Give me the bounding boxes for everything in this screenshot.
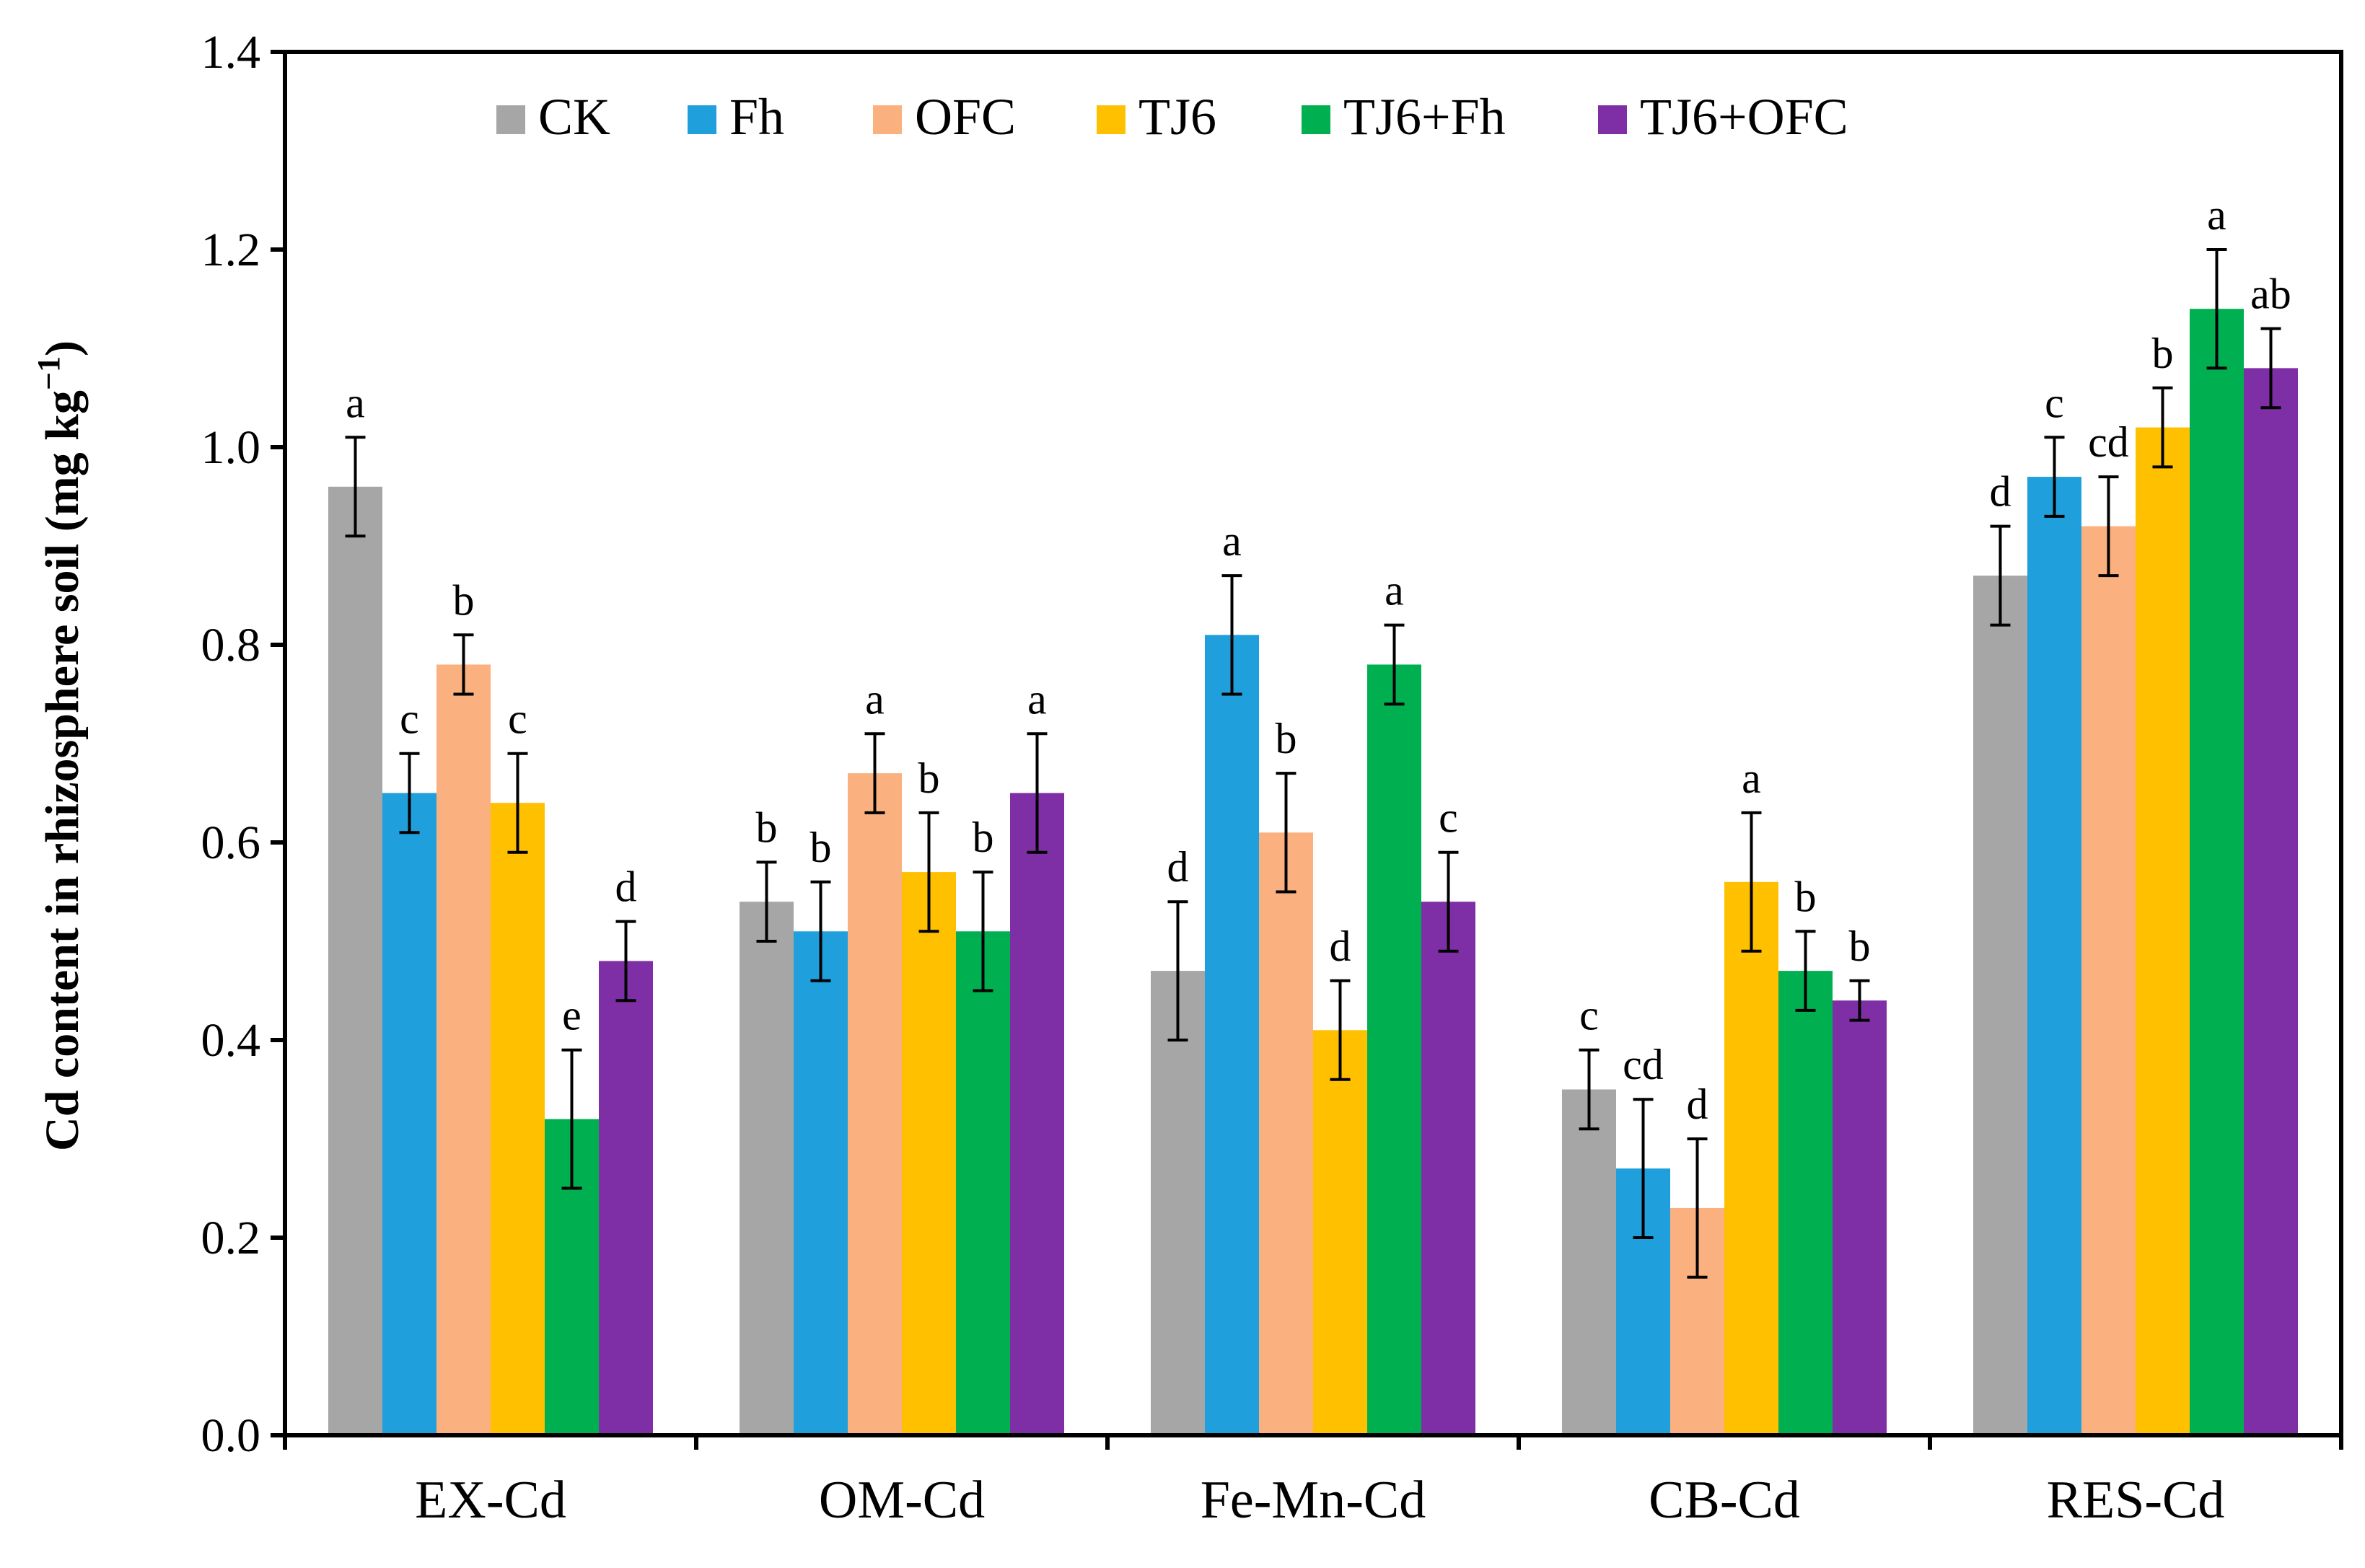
significance-label-EX-Cd-TJ6: c <box>508 695 527 743</box>
significance-label-CB-Cd-TJ6: a <box>1742 754 1761 802</box>
y-tick-label-5: 1.0 <box>201 421 261 474</box>
y-axis-label: Cd content in rhizosphere soil (mg kg−1) <box>31 340 89 1151</box>
bar-Fe-Mn-Cd-CK <box>1151 971 1205 1435</box>
significance-label-OM-Cd-CK: b <box>756 803 778 851</box>
bar-OM-Cd-Fh <box>794 931 848 1435</box>
y-tick-label-6: 1.2 <box>201 224 261 276</box>
y-tick-label-0: 0.0 <box>201 1409 261 1462</box>
bar-EX-Cd-OFC <box>436 664 491 1435</box>
bar-RES-Cd-TJ6+Fh <box>2190 309 2244 1436</box>
significance-label-Fe-Mn-Cd-CK: d <box>1167 843 1189 891</box>
bar-CB-Cd-CK <box>1562 1089 1616 1435</box>
significance-label-Fe-Mn-Cd-TJ6+OFC: c <box>1439 794 1458 842</box>
bar-Fe-Mn-Cd-OFC <box>1259 832 1313 1435</box>
significance-label-OM-Cd-TJ6: b <box>918 754 940 802</box>
x-category-label-CB-Cd: CB-Cd <box>1649 1471 1800 1530</box>
legend-label-TJ6+OFC: TJ6+OFC <box>1640 88 1848 146</box>
bar-RES-Cd-CK <box>1973 576 2027 1435</box>
significance-label-RES-Cd-TJ6: b <box>2152 330 2174 377</box>
significance-label-RES-Cd-OFC: cd <box>2088 418 2129 466</box>
significance-label-OM-Cd-Fh: b <box>810 824 832 871</box>
x-category-label-OM-Cd: OM-Cd <box>819 1471 985 1530</box>
significance-label-CB-Cd-TJ6+Fh: b <box>1795 873 1817 920</box>
bar-EX-Cd-Fh <box>382 793 436 1435</box>
significance-label-RES-Cd-TJ6+Fh: a <box>2207 191 2226 239</box>
error-bars-group <box>345 248 2281 1279</box>
legend-swatch-TJ6 <box>1097 105 1126 134</box>
plot-frame <box>283 50 2343 1437</box>
y-tick-label-7: 1.4 <box>201 26 261 79</box>
bar-Fe-Mn-Cd-TJ6+Fh <box>1367 664 1421 1435</box>
bar-OM-Cd-CK <box>740 902 794 1435</box>
bar-Fe-Mn-Cd-TJ6+OFC <box>1421 902 1475 1435</box>
significance-label-EX-Cd-TJ6+OFC: d <box>615 863 637 911</box>
bar-OM-Cd-TJ6+Fh <box>956 931 1010 1435</box>
significance-label-RES-Cd-CK: d <box>1990 468 2011 516</box>
bar-EX-Cd-CK <box>328 486 382 1435</box>
y-tick-label-2: 0.4 <box>201 1014 261 1067</box>
bar-EX-Cd-TJ6 <box>491 803 545 1435</box>
legend-swatch-OFC <box>873 105 902 134</box>
bar-OM-Cd-TJ6+OFC <box>1010 793 1064 1435</box>
legend-label-TJ6: TJ6 <box>1138 88 1216 146</box>
significance-label-OM-Cd-TJ6+OFC: a <box>1027 675 1047 723</box>
bar-RES-Cd-OFC <box>2081 526 2136 1435</box>
bar-RES-Cd-TJ6+OFC <box>2244 368 2298 1435</box>
bar-RES-Cd-Fh <box>2027 477 2081 1435</box>
significance-label-EX-Cd-OFC: b <box>453 576 475 624</box>
x-category-label-Fe-Mn-Cd: Fe-Mn-Cd <box>1201 1471 1426 1530</box>
bar-Fe-Mn-Cd-TJ6 <box>1313 1030 1367 1435</box>
legend-label-TJ6+Fh: TJ6+Fh <box>1343 88 1506 146</box>
bar-CB-Cd-TJ6 <box>1724 881 1778 1435</box>
significance-label-CB-Cd-TJ6+OFC: b <box>1849 922 1871 970</box>
legend-label-CK: CK <box>538 88 610 146</box>
significance-label-CB-Cd-CK: c <box>1579 992 1599 1039</box>
bar-Fe-Mn-Cd-Fh <box>1205 635 1259 1435</box>
legend-swatch-CK <box>496 105 525 134</box>
bar-CB-Cd-TJ6+Fh <box>1778 971 1833 1435</box>
legend-swatch-TJ6+OFC <box>1598 105 1627 134</box>
bar-OM-Cd-TJ6 <box>902 872 956 1435</box>
significance-label-Fe-Mn-Cd-Fh: a <box>1222 517 1242 565</box>
y-tick-label-4: 0.8 <box>201 619 261 671</box>
y-axis-label-superscript: −1 <box>31 356 66 390</box>
bar-RES-Cd-TJ6 <box>2136 427 2190 1435</box>
significance-label-Fe-Mn-Cd-OFC: b <box>1276 715 1297 762</box>
legend-swatch-TJ6+Fh <box>1302 105 1330 134</box>
x-category-label-RES-Cd: RES-Cd <box>2047 1471 2225 1530</box>
bar-EX-Cd-TJ6+OFC <box>599 961 653 1435</box>
legend-swatch-Fh <box>688 105 716 134</box>
significance-label-CB-Cd-OFC: d <box>1687 1080 1708 1128</box>
significance-label-EX-Cd-TJ6+Fh: e <box>562 992 582 1039</box>
bar-OM-Cd-OFC <box>848 773 902 1435</box>
significance-label-RES-Cd-TJ6+OFC: ab <box>2250 270 2291 318</box>
legend-label-Fh: Fh <box>729 88 784 146</box>
significance-label-Fe-Mn-Cd-TJ6+Fh: a <box>1385 567 1404 615</box>
legend: CK Fh OFC TJ6 TJ6+Fh TJ6+OFC <box>496 88 1848 146</box>
significance-label-EX-Cd-Fh: c <box>400 695 419 743</box>
significance-label-RES-Cd-Fh: c <box>2045 379 2064 426</box>
significance-label-Fe-Mn-Cd-TJ6: d <box>1330 922 1351 970</box>
y-tick-label-3: 0.6 <box>201 816 261 869</box>
significance-label-OM-Cd-OFC: a <box>865 675 885 723</box>
y-tick-label-1: 0.2 <box>201 1212 261 1264</box>
axes-group: 0.0 0.2 0.4 0.6 0.8 1.0 1.2 1.4 EX-Cd OM-Cd Fe-Mn-… <box>201 26 2343 1530</box>
significance-label-CB-Cd-Fh: cd <box>1623 1041 1664 1088</box>
y-axis-label-main: Cd content in rhizosphere soil (mg kg <box>36 390 89 1151</box>
x-category-label-EX-Cd: EX-Cd <box>415 1471 566 1530</box>
significance-label-EX-Cd-CK: a <box>346 379 365 426</box>
legend-label-OFC: OFC <box>915 88 1016 146</box>
significance-label-OM-Cd-TJ6+Fh: b <box>973 814 994 861</box>
bar-CB-Cd-TJ6+OFC <box>1833 1000 1887 1435</box>
y-axis-label-suffix: ) <box>36 340 89 356</box>
bars-group <box>328 309 2298 1436</box>
